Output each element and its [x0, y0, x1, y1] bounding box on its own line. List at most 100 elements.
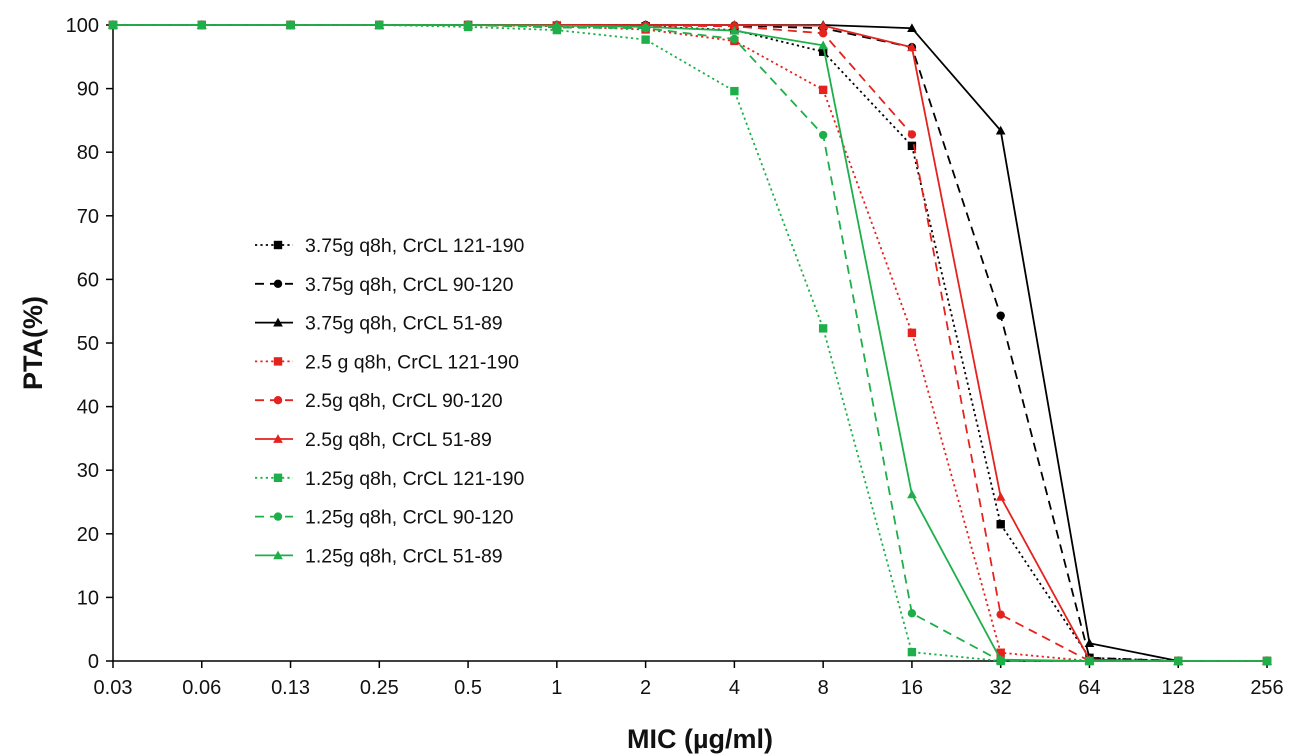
legend-item: 3.75g q8h, CrCL 90-120 — [255, 274, 514, 296]
x-tick-label: 1 — [551, 677, 562, 699]
y-tick-label: 90 — [77, 79, 99, 101]
y-tick-label: 100 — [66, 15, 99, 37]
data-point — [729, 20, 740, 29]
data-point — [907, 489, 917, 499]
series-line — [113, 24, 1267, 662]
data-point — [996, 520, 1005, 529]
legend-swatch-marker — [273, 279, 283, 288]
x-tick-label: 32 — [990, 677, 1012, 699]
series-3 — [108, 20, 1272, 665]
data-point — [818, 130, 828, 140]
x-tick-label: 0.13 — [271, 677, 310, 699]
data-point — [108, 20, 118, 29]
y-tick-label: 30 — [77, 460, 99, 482]
data-point — [996, 648, 1005, 657]
data-point — [907, 647, 917, 657]
data-point — [818, 20, 828, 30]
legend-item: 1.25g q8h, CrCL 51-89 — [255, 545, 503, 567]
series-line — [113, 24, 1267, 662]
data-point — [552, 20, 562, 30]
y-tick-label: 60 — [77, 269, 99, 291]
data-point — [818, 47, 828, 56]
series-8 — [108, 20, 1272, 666]
legend-swatch-marker — [273, 550, 283, 560]
y-tick-label: 10 — [77, 587, 99, 609]
y-tick-label: 50 — [77, 333, 99, 355]
y-tick-label: 0 — [88, 651, 99, 673]
data-point — [196, 20, 207, 29]
data-point — [995, 654, 1006, 664]
axes: 0 10 20 30 40 50 60 70 80 90 100 0.03 0.06 0.13 0.25 0.… — [66, 15, 1284, 699]
series-5 — [108, 20, 1272, 666]
legend: 3.75g q8h, CrCL 121-190 3.75g q8h, CrCL 9… — [255, 235, 525, 567]
data-point — [730, 86, 739, 96]
series-2 — [108, 20, 1272, 666]
y-axis-title: PTA(%) — [18, 296, 48, 390]
legend-swatch-marker — [273, 473, 283, 482]
data-point — [996, 311, 1005, 320]
legend-label: 1.25g q8h, CrCL 90-120 — [305, 507, 514, 529]
data-point — [730, 34, 739, 44]
series-7 — [108, 20, 1272, 666]
legend-swatch-marker — [273, 357, 283, 366]
data-point — [907, 141, 917, 151]
data-point — [285, 20, 296, 29]
data-point — [907, 130, 917, 139]
x-tick-label: 2 — [640, 677, 651, 699]
data-point — [818, 40, 828, 50]
legend-item: 3.75g q8h, CrCL 51-89 — [255, 313, 503, 335]
x-tick-label: 0.25 — [360, 677, 399, 699]
series-line — [113, 24, 1267, 662]
y-tick-label: 80 — [77, 142, 99, 164]
x-tick-label: 0.03 — [94, 677, 133, 699]
x-tick-label: 0.5 — [454, 677, 482, 699]
data-point — [463, 20, 473, 29]
x-tick-label: 0.06 — [182, 677, 221, 699]
series-line — [113, 24, 1267, 662]
legend-item: 1.25g q8h, CrCL 90-120 — [255, 507, 514, 529]
y-tick-label: 40 — [77, 397, 99, 419]
data-point — [818, 324, 828, 333]
legend-label: 2.5g q8h, CrCL 51-89 — [305, 429, 492, 451]
y-tick-label: 70 — [77, 206, 99, 228]
data-point — [818, 85, 828, 95]
data-point — [907, 609, 917, 618]
legend-label: 3.75g q8h, CrCL 51-89 — [305, 313, 503, 335]
data-point — [818, 29, 828, 38]
x-tick-label: 128 — [1162, 677, 1195, 699]
series-line — [113, 24, 1267, 662]
series-line — [113, 24, 1267, 662]
x-tick-label: 64 — [1078, 677, 1100, 699]
data-point — [996, 610, 1005, 619]
data-point — [1084, 638, 1095, 648]
legend-item: 2.5g q8h, CrCL 51-89 — [255, 429, 492, 451]
legend-label: 3.75g q8h, CrCL 121-190 — [305, 235, 525, 257]
series-line — [113, 24, 1267, 662]
data-point — [1084, 656, 1095, 665]
legend-item: 3.75g q8h, CrCL 121-190 — [255, 235, 525, 257]
x-axis-title: MIC (µg/ml) — [627, 724, 773, 754]
x-tick-label: 4 — [729, 677, 740, 699]
legend-swatch-marker — [273, 240, 283, 250]
legend-item: 2.5 g q8h, CrCL 121-190 — [255, 351, 519, 373]
legend-label: 1.25g q8h, CrCL 121-190 — [305, 468, 525, 490]
data-point — [641, 35, 650, 44]
legend-label: 1.25g q8h, CrCL 51-89 — [305, 545, 503, 567]
data-point — [995, 492, 1006, 501]
series-1 — [108, 20, 1272, 666]
data-point — [907, 328, 917, 338]
series-layer — [108, 20, 1272, 666]
data-point — [1262, 656, 1272, 665]
legend-swatch-marker — [273, 317, 283, 327]
data-point — [374, 20, 385, 29]
series-9 — [108, 20, 1272, 665]
legend-item: 1.25g q8h, CrCL 121-190 — [255, 468, 525, 490]
legend-label: 2.5g q8h, CrCL 90-120 — [305, 390, 503, 412]
data-point — [640, 22, 651, 31]
data-point — [1173, 656, 1184, 665]
data-point — [907, 23, 917, 33]
series-6 — [108, 20, 1272, 665]
data-point — [995, 125, 1006, 135]
series-line — [113, 24, 1267, 662]
